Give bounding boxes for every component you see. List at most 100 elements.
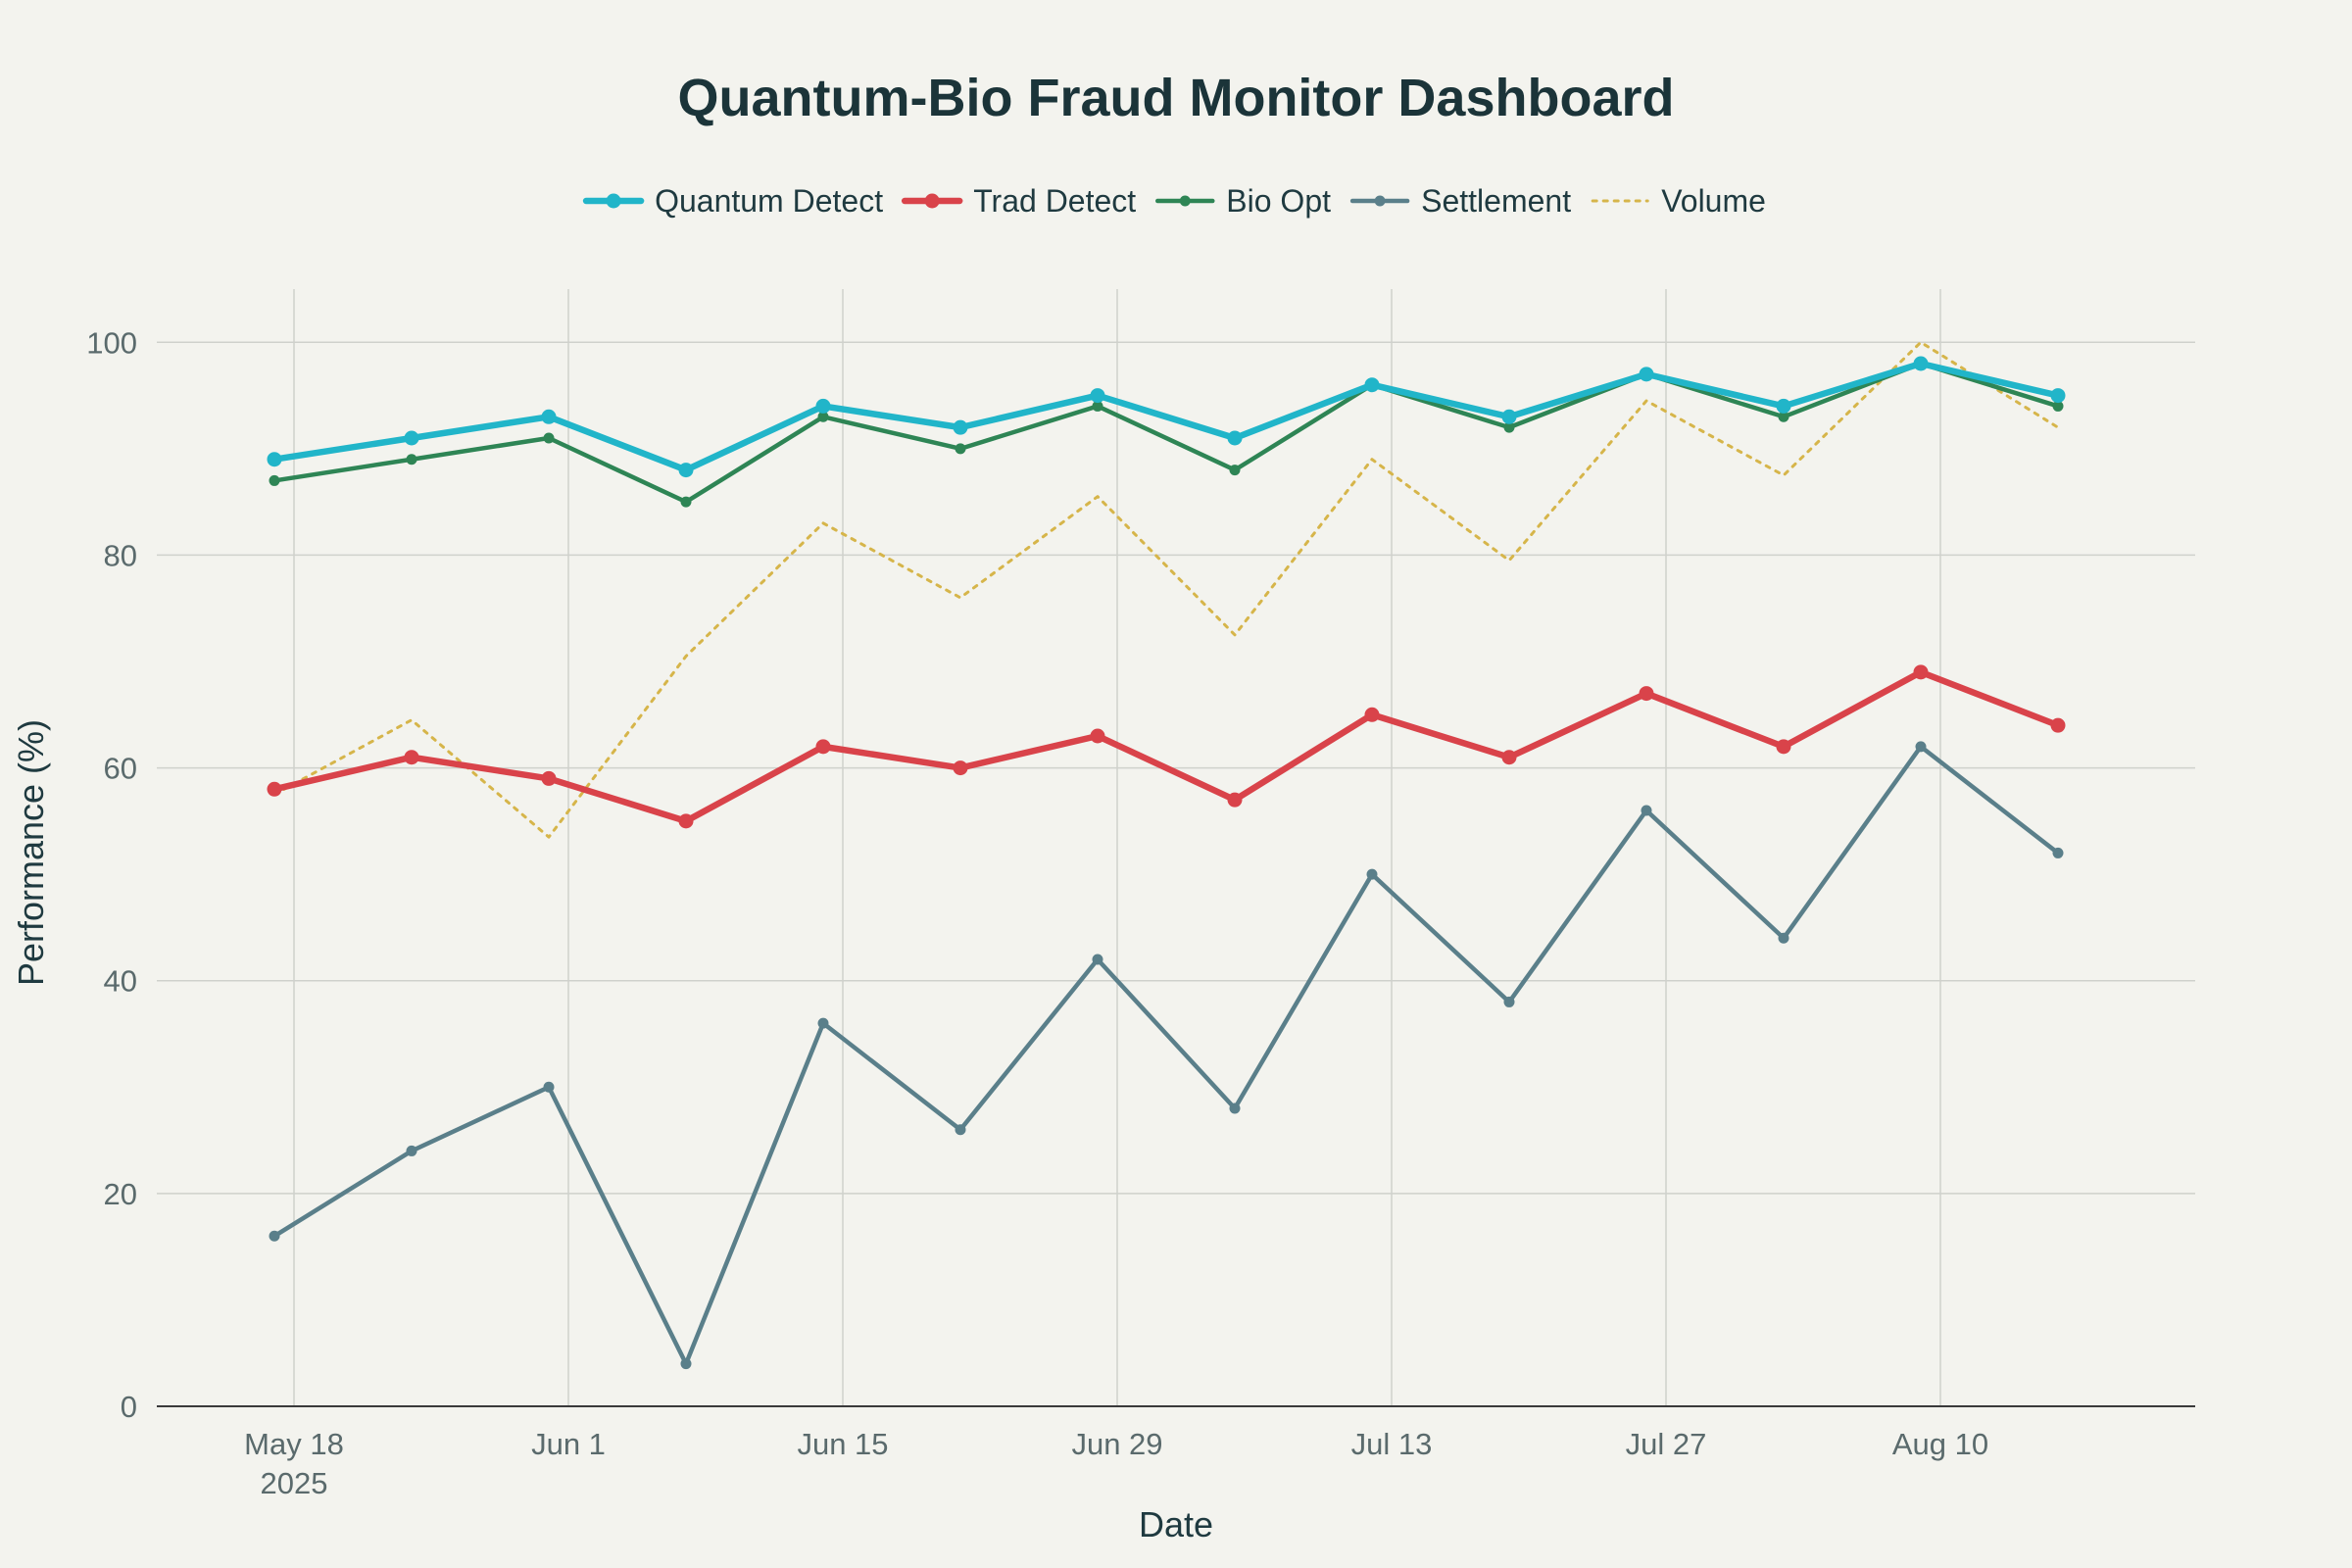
data-point bbox=[815, 739, 831, 755]
data-point bbox=[1639, 367, 1654, 382]
data-point bbox=[955, 1124, 966, 1136]
x-axis-title: Date bbox=[1139, 1504, 1213, 1544]
legend-marker bbox=[1374, 195, 1386, 207]
data-point bbox=[1776, 398, 1791, 414]
legend-item-quantum-detect[interactable]: Quantum Detect bbox=[582, 183, 883, 219]
y-tick-label: 0 bbox=[121, 1390, 137, 1424]
data-point bbox=[1092, 400, 1103, 412]
data-point bbox=[1778, 932, 1789, 944]
series-quantum-detect bbox=[267, 356, 2066, 478]
data-point bbox=[1364, 377, 1380, 393]
data-point bbox=[1913, 356, 1929, 371]
chart-title: Quantum-Bio Fraud Monitor Dashboard bbox=[678, 69, 1675, 127]
legend-label: Trad Detect bbox=[973, 183, 1136, 219]
legend-marker bbox=[1179, 195, 1191, 207]
legend-marker bbox=[606, 193, 621, 209]
data-point bbox=[680, 496, 692, 508]
data-point bbox=[267, 452, 282, 467]
data-point bbox=[1092, 954, 1103, 965]
data-point bbox=[815, 398, 831, 414]
series-trad-detect bbox=[267, 664, 2066, 829]
data-point bbox=[1641, 805, 1652, 816]
series-line bbox=[271, 744, 2061, 1366]
data-point bbox=[1501, 750, 1517, 765]
legend-item-bio-opt[interactable]: Bio Opt bbox=[1155, 183, 1331, 219]
data-point bbox=[406, 1145, 417, 1156]
grid bbox=[157, 289, 2195, 1406]
data-point bbox=[1229, 1102, 1241, 1114]
x-tick-label: Jun 15 bbox=[797, 1427, 888, 1461]
x-tick-label: May 18 bbox=[244, 1427, 344, 1461]
series-line bbox=[270, 360, 2062, 473]
data-point bbox=[817, 1017, 829, 1029]
series-layer bbox=[267, 340, 2066, 1370]
data-point bbox=[1776, 739, 1791, 755]
data-point bbox=[1915, 741, 1927, 753]
y-axis-title: Performance (%) bbox=[11, 719, 51, 986]
data-point bbox=[1366, 868, 1378, 880]
axes: 0 20 40 60 80 100 May 18 2025 Jun 1 Jun 15 Jun 29 J… bbox=[86, 325, 2195, 1500]
y-tick-label: 100 bbox=[86, 325, 137, 360]
y-tick-label: 60 bbox=[104, 752, 137, 786]
data-point bbox=[1090, 388, 1105, 404]
series-line bbox=[272, 340, 2060, 839]
legend-label: Bio Opt bbox=[1226, 183, 1331, 219]
data-point bbox=[1227, 430, 1243, 446]
data-point bbox=[404, 430, 419, 446]
data-point bbox=[1090, 728, 1105, 744]
series-line bbox=[270, 668, 2062, 825]
y-tick-label: 80 bbox=[104, 538, 137, 572]
data-point bbox=[1229, 465, 1241, 476]
data-point bbox=[1503, 421, 1515, 433]
data-point bbox=[1913, 664, 1929, 680]
legend: Quantum Detect Trad Detect Bio Opt Settleme… bbox=[582, 183, 1766, 219]
data-point bbox=[2050, 717, 2066, 733]
data-point bbox=[541, 409, 557, 424]
data-point bbox=[2050, 388, 2066, 404]
x-tick-label: Jun 1 bbox=[531, 1427, 606, 1461]
data-point bbox=[2052, 847, 2064, 858]
series-settlement bbox=[269, 741, 2064, 1370]
x-tick-label: Jun 29 bbox=[1071, 1427, 1162, 1461]
data-point bbox=[678, 813, 694, 829]
y-tick-label: 40 bbox=[104, 964, 137, 999]
data-point bbox=[269, 1230, 280, 1242]
legend-item-trad-detect[interactable]: Trad Detect bbox=[901, 183, 1136, 219]
x-tick-sublabel: 2025 bbox=[261, 1466, 328, 1500]
data-point bbox=[267, 781, 282, 797]
data-point bbox=[2052, 400, 2064, 412]
data-point bbox=[543, 432, 555, 444]
series-line bbox=[271, 361, 2061, 505]
x-tick-label: Jul 13 bbox=[1351, 1427, 1433, 1461]
series-volume bbox=[272, 340, 2060, 839]
data-point bbox=[1227, 792, 1243, 808]
data-point bbox=[1639, 686, 1654, 702]
data-point bbox=[1503, 996, 1515, 1007]
data-point bbox=[953, 419, 968, 435]
data-point bbox=[406, 454, 417, 466]
legend-label: Volume bbox=[1661, 183, 1766, 219]
data-point bbox=[953, 760, 968, 776]
data-point bbox=[1501, 409, 1517, 424]
data-point bbox=[541, 770, 557, 786]
legend-item-volume[interactable]: Volume bbox=[1591, 183, 1766, 219]
data-point bbox=[1364, 707, 1380, 722]
x-tick-label: Jul 27 bbox=[1626, 1427, 1707, 1461]
data-point bbox=[680, 1358, 692, 1370]
data-point bbox=[269, 474, 280, 486]
data-point bbox=[404, 750, 419, 765]
data-point bbox=[955, 443, 966, 455]
data-point bbox=[817, 411, 829, 422]
series-bio-opt bbox=[269, 358, 2064, 508]
data-point bbox=[1778, 411, 1789, 422]
legend-label: Quantum Detect bbox=[655, 183, 883, 219]
data-point bbox=[678, 463, 694, 478]
legend-label: Settlement bbox=[1421, 183, 1571, 219]
y-tick-label: 20 bbox=[104, 1177, 137, 1211]
legend-item-settlement[interactable]: Settlement bbox=[1349, 183, 1571, 219]
legend-marker bbox=[924, 193, 940, 209]
data-point bbox=[543, 1081, 555, 1093]
x-tick-label: Aug 10 bbox=[1892, 1427, 1988, 1461]
